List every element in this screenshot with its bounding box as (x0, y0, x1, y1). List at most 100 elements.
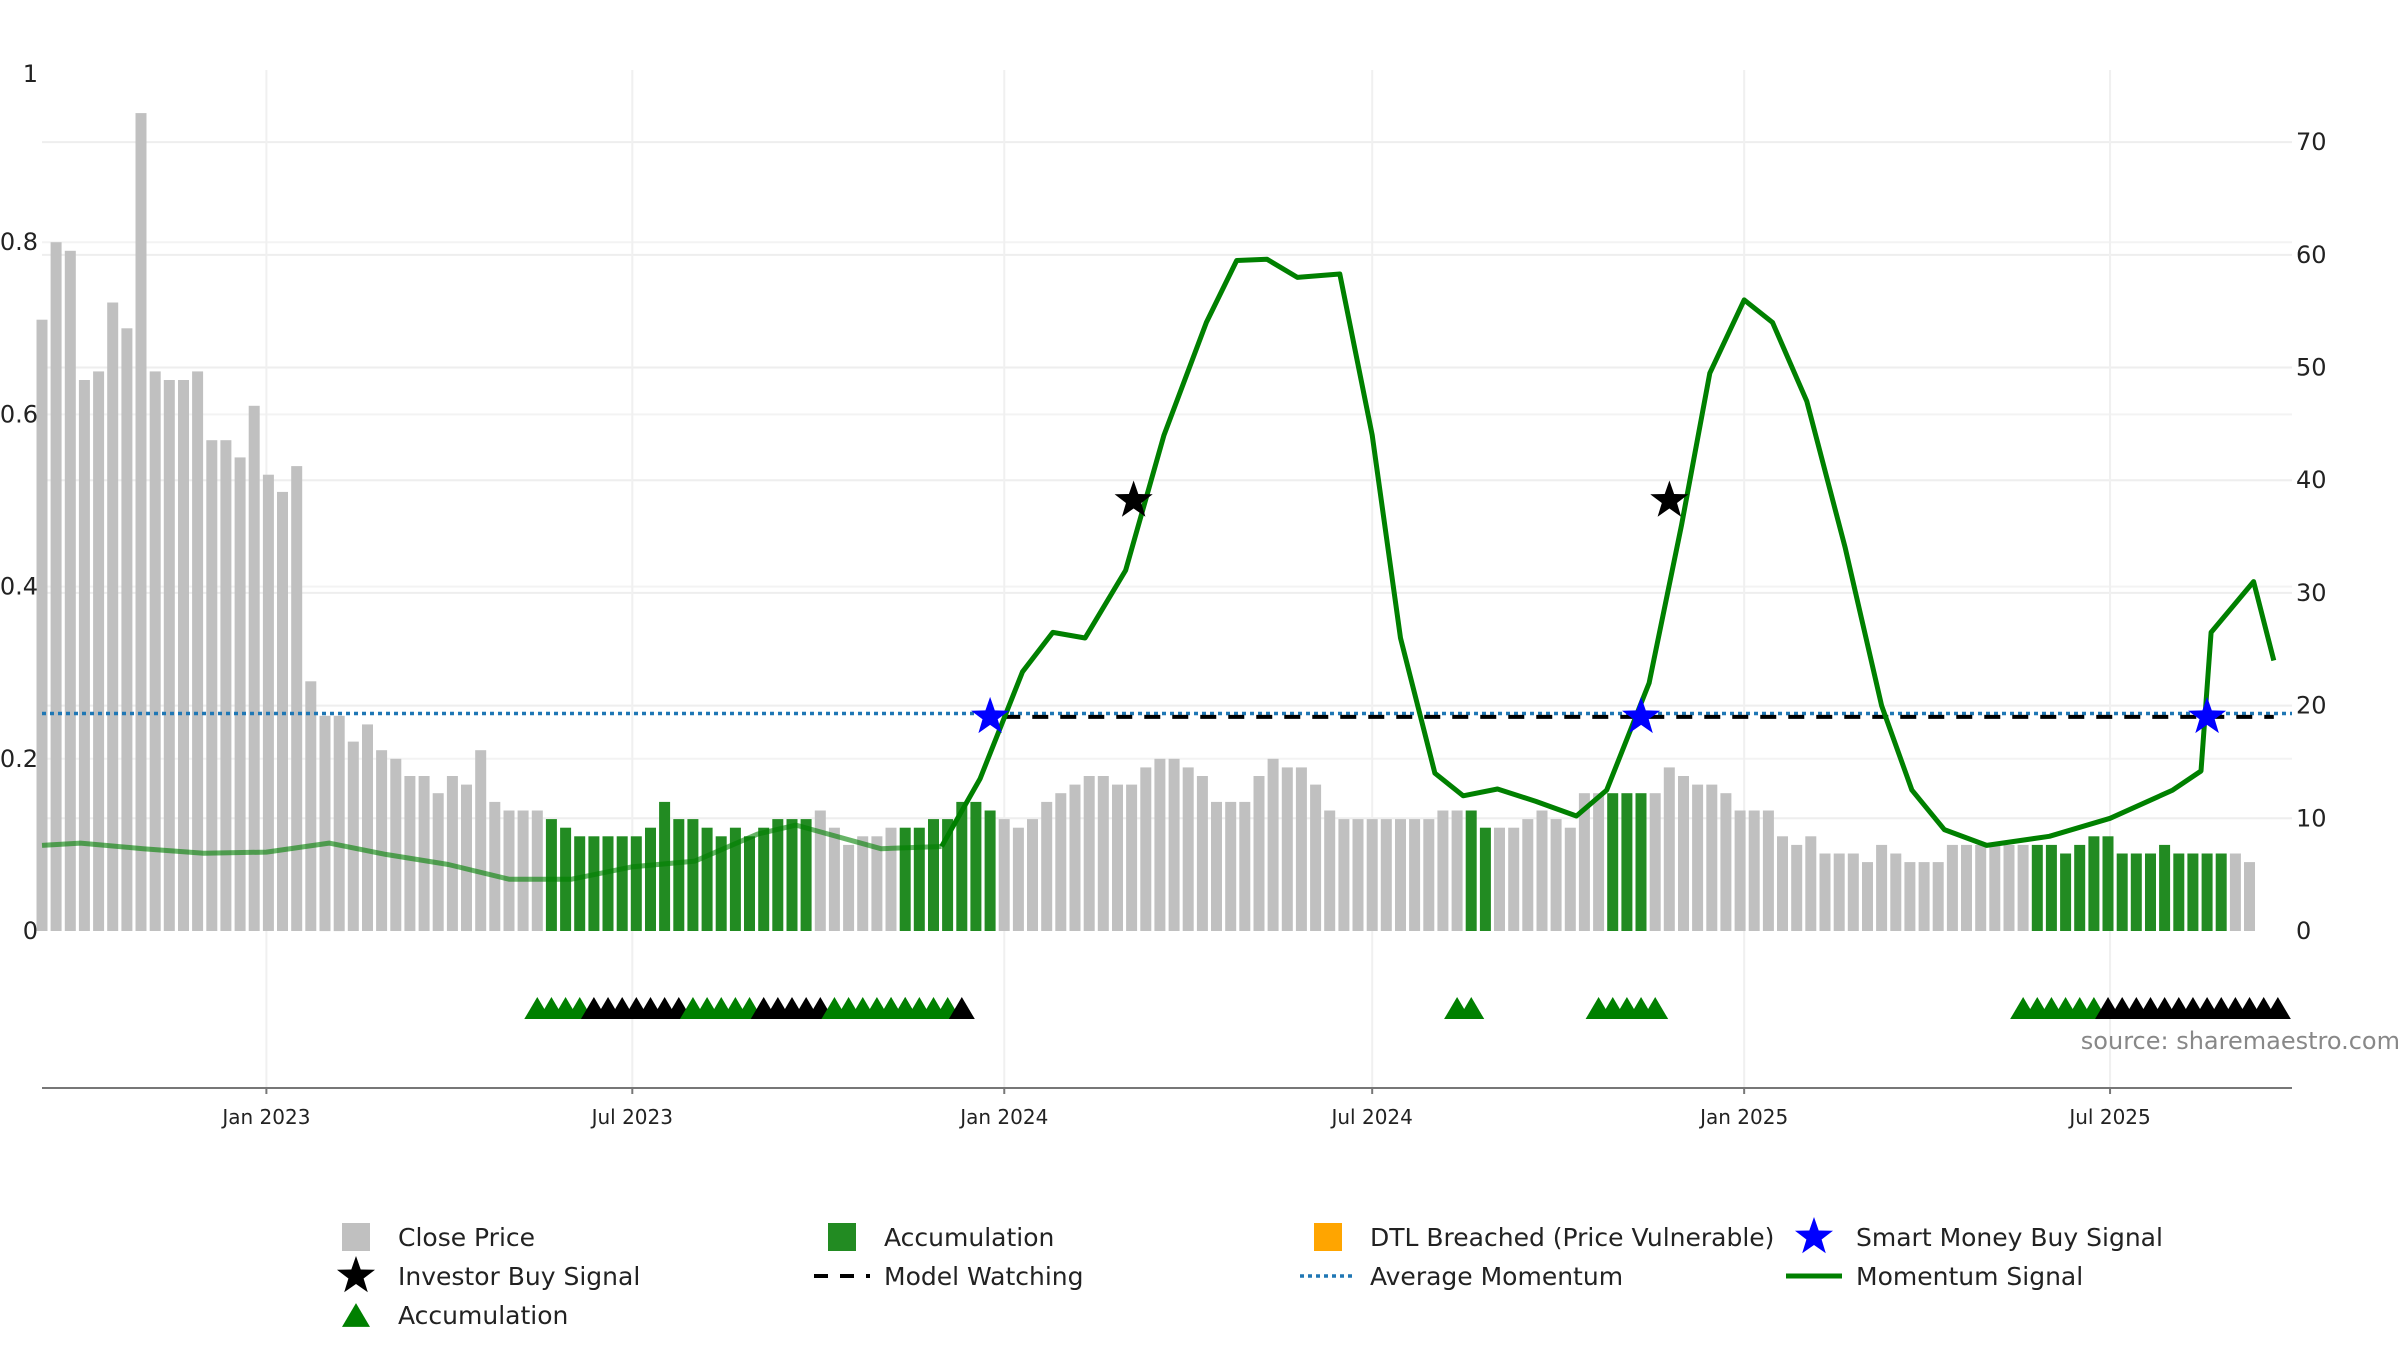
accumulation-bar (2031, 844, 2043, 931)
close-price-bar (1494, 827, 1505, 931)
close-price-bar (828, 827, 840, 931)
close-price-bar (404, 776, 416, 931)
close-price-bar (149, 371, 161, 931)
smart-money-star (2188, 696, 2227, 734)
close-price-bar (1239, 801, 1251, 931)
close-price-bar (1366, 819, 1378, 931)
close-price-bar (1027, 819, 1038, 931)
close-price-bar (1748, 810, 1760, 931)
close-price-bar (36, 319, 48, 931)
x-tick-label: Jan 2025 (1698, 1105, 1788, 1129)
close-price-bar (1904, 862, 1916, 931)
legend-item-dtl-breached: DTL Breached (Price Vulnerable) (1314, 1223, 1774, 1252)
legend-label: Model Watching (884, 1262, 1084, 1291)
right-tick-label: 50 (2296, 354, 2327, 382)
accumulation-bar (928, 819, 939, 931)
close-price-bar (1295, 767, 1307, 931)
accumulation-bar (2215, 853, 2227, 931)
accumulation-bar (2074, 844, 2086, 931)
accumulation-bar (1621, 793, 1633, 931)
legend-label: DTL Breached (Price Vulnerable) (1370, 1223, 1774, 1252)
close-price-bar (1862, 862, 1873, 931)
accumulation-bar (786, 819, 798, 931)
close-price-bar (1578, 793, 1590, 931)
close-price-bar (220, 440, 232, 931)
close-price-bar (376, 750, 388, 931)
legend-item-momentum: Momentum Signal (1786, 1262, 2083, 1291)
x-tick-label: Jul 2023 (590, 1105, 673, 1129)
accumulation-marker (1642, 996, 1669, 1020)
accumulation-bar (616, 836, 628, 931)
close-price-bar (1097, 776, 1109, 931)
close-price-bar (206, 440, 218, 931)
accumulation-bar (2116, 853, 2128, 931)
accumulation-bar (2159, 844, 2171, 931)
accumulation-bar (800, 819, 812, 931)
legend-accumulation-triangle (342, 1303, 370, 1327)
close-price-bar (1126, 784, 1138, 931)
legend-label: Smart Money Buy Signal (1856, 1223, 2163, 1252)
close-price-bar (1267, 758, 1279, 931)
legend-item-average-momentum: Average Momentum (1300, 1262, 1623, 1291)
legend-label: Investor Buy Signal (398, 1262, 640, 1291)
right-tick-label: 10 (2296, 804, 2327, 832)
accumulation-bar (729, 827, 741, 931)
x-tick-label: Jul 2025 (2067, 1105, 2150, 1129)
close-price-bar (1805, 836, 1817, 931)
close-price-bar (503, 810, 515, 931)
close-price-bar (2244, 862, 2255, 931)
legend-close-price-swatch (342, 1223, 370, 1251)
accumulation-bar (2145, 853, 2156, 931)
x-tick-label: Jul 2024 (1329, 1105, 1412, 1129)
right-tick-label: 40 (2296, 466, 2327, 494)
legend-item-investor-buy: Investor Buy Signal (337, 1256, 640, 1293)
close-price-bar (305, 681, 317, 931)
momentum-lines (41, 256, 2292, 882)
close-price-bar (1281, 767, 1293, 931)
close-price-bar (347, 741, 359, 931)
legend-item-accumulation-bar: Accumulation (828, 1223, 1054, 1252)
close-price-bar (78, 380, 90, 931)
close-price-bar (885, 827, 897, 931)
close-price-bar (64, 250, 76, 932)
close-price-bar (1451, 810, 1463, 931)
legend-accumulation-swatch (828, 1223, 856, 1251)
accumulation-marker (1458, 996, 1485, 1020)
close-price-bar (1720, 793, 1732, 931)
close-price-bar (1310, 784, 1322, 931)
momentum-line-early (41, 822, 942, 882)
legend-label: Momentum Signal (1856, 1262, 2083, 1291)
close-price-bar (192, 371, 204, 931)
accumulation-bar (715, 836, 727, 931)
close-price-bar (814, 810, 826, 931)
close-price-bar (1777, 836, 1788, 931)
close-price-bar (1932, 862, 1944, 931)
x-tick-label: Jan 2024 (958, 1105, 1048, 1129)
close-price-bar (1593, 793, 1605, 931)
legend-smart-money-star (1795, 1217, 1833, 1254)
close-price-bar (1946, 844, 1958, 931)
legend-investor-star (337, 1256, 375, 1293)
right-tick-label: 0 (2296, 917, 2311, 945)
close-price-bar (1437, 810, 1449, 931)
close-price-bar (262, 474, 274, 931)
accumulation-bar (1479, 827, 1491, 931)
close-price-bar (475, 750, 487, 931)
accumulation-bar (659, 801, 671, 931)
close-price-bar (517, 810, 529, 931)
smart-money-star (1622, 696, 1661, 734)
close-price-bar (319, 715, 331, 932)
accumulation-bar (645, 827, 656, 931)
left-tick-label: 0.4 (0, 573, 38, 601)
close-price-bar (1253, 776, 1265, 931)
close-price-bar (1112, 784, 1123, 931)
accumulation-bar (899, 827, 911, 931)
accumulation-bar (545, 819, 557, 931)
left-tick-label: 0 (23, 917, 38, 945)
close-price-bar (857, 836, 869, 931)
close-price-bar (1409, 819, 1421, 931)
close-price-bar (1989, 844, 2001, 931)
close-price-bar (1649, 793, 1661, 931)
legend: Close Price Accumulation DTL Breached (Pri… (337, 1217, 2163, 1330)
